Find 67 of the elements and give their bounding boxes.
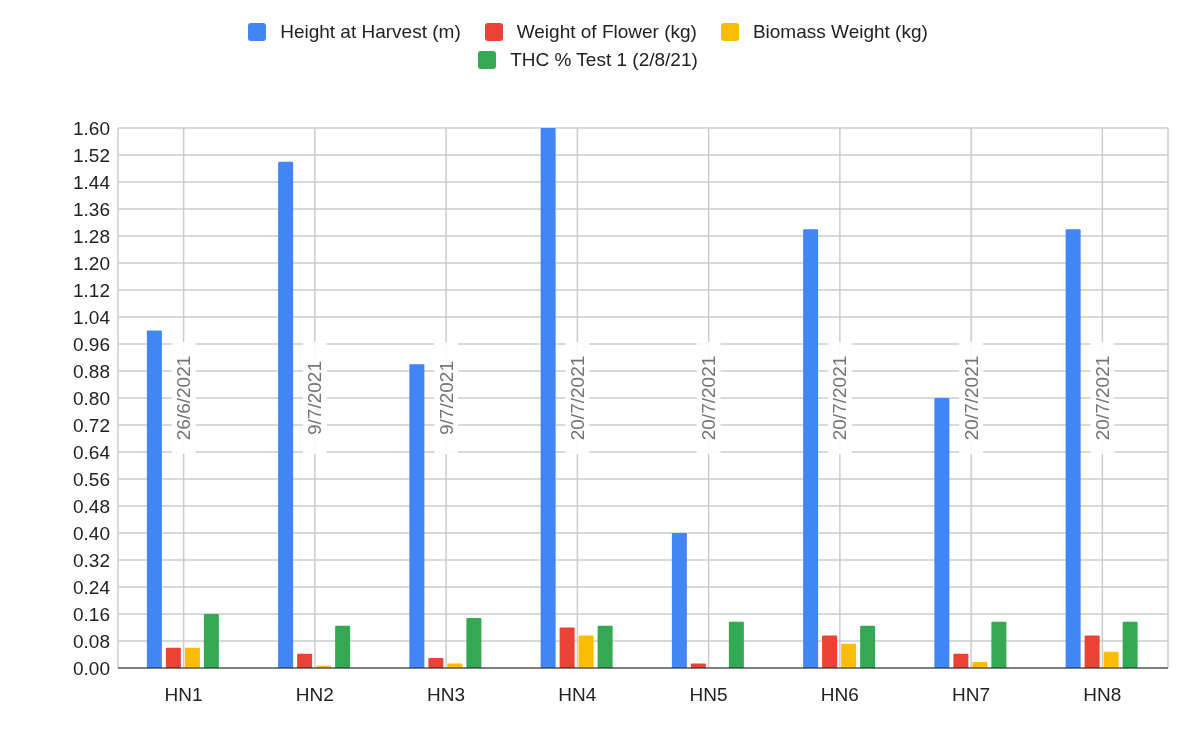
y-tick-label: 0.40 [73,522,110,544]
bar [803,229,819,668]
y-tick-label: 0.88 [73,360,110,382]
y-tick-label: 1.12 [73,279,110,301]
annotation: 20/7/2021 [829,355,851,441]
y-tick-label: 0.32 [73,549,110,571]
bar [559,627,575,668]
y-tick-label: 1.60 [73,117,110,139]
bar [991,621,1007,668]
bar [184,647,200,668]
bar [578,635,594,668]
x-tick-label: HN1 [164,684,203,706]
y-tick-label: 0.48 [73,495,110,517]
x-tick-label: HN5 [689,684,728,706]
bar [822,635,838,668]
legend-label: Height at Harvest (m) [280,21,461,43]
bar [146,330,162,668]
y-tick-label: 0.80 [73,387,110,409]
y-tick-label: 0.24 [73,576,111,598]
bar [278,161,294,668]
y-tick-label: 0.08 [73,630,110,652]
bar [335,625,351,668]
y-tick-label: 1.36 [73,198,110,220]
annotation: 26/6/2021 [173,355,195,441]
x-tick-label: HN7 [952,684,991,706]
bar [1084,635,1100,668]
bar [860,625,876,668]
y-tick-label: 0.56 [73,468,110,490]
bar [953,653,969,668]
bar [409,364,425,668]
bar [728,621,744,668]
y-tick-label: 1.28 [73,225,110,247]
bar [297,653,313,668]
y-tick-label: 0.16 [73,603,110,625]
bar [540,128,556,668]
annotation: 20/7/2021 [566,355,588,441]
x-tick-label: HN3 [427,684,466,706]
bar [841,643,857,668]
annotation: 9/7/2021 [304,361,326,435]
x-tick-label: HN8 [1083,684,1122,706]
y-tick-label: 0.64 [73,441,111,463]
legend-label: Weight of Flower (kg) [516,21,697,43]
bar [671,533,687,668]
annotation: 20/7/2021 [698,355,720,441]
y-tick-label: 1.44 [73,171,111,193]
legend-label: THC % Test 1 (2/8/21) [510,49,698,71]
bar [165,647,181,668]
bar [466,618,482,668]
y-tick-label: 0.96 [73,333,110,355]
x-tick-label: HN6 [820,684,859,706]
annotation: 20/7/2021 [960,355,982,441]
y-tick-label: 1.20 [73,252,110,274]
bar [203,614,219,668]
y-tick-label: 1.52 [73,144,110,166]
bar [597,625,613,668]
bar [934,398,950,668]
x-tick-label: HN2 [295,684,334,706]
legend-label: Biomass Weight (kg) [752,21,928,43]
annotation: 20/7/2021 [1091,355,1113,441]
annotation: 9/7/2021 [435,361,457,435]
bar [1103,651,1119,668]
bar [1065,229,1081,668]
bar [1122,621,1138,668]
x-tick-label: HN4 [558,684,597,706]
y-tick-label: 0.00 [73,657,110,679]
y-tick-label: 0.72 [73,414,110,436]
y-tick-label: 1.04 [73,306,111,328]
